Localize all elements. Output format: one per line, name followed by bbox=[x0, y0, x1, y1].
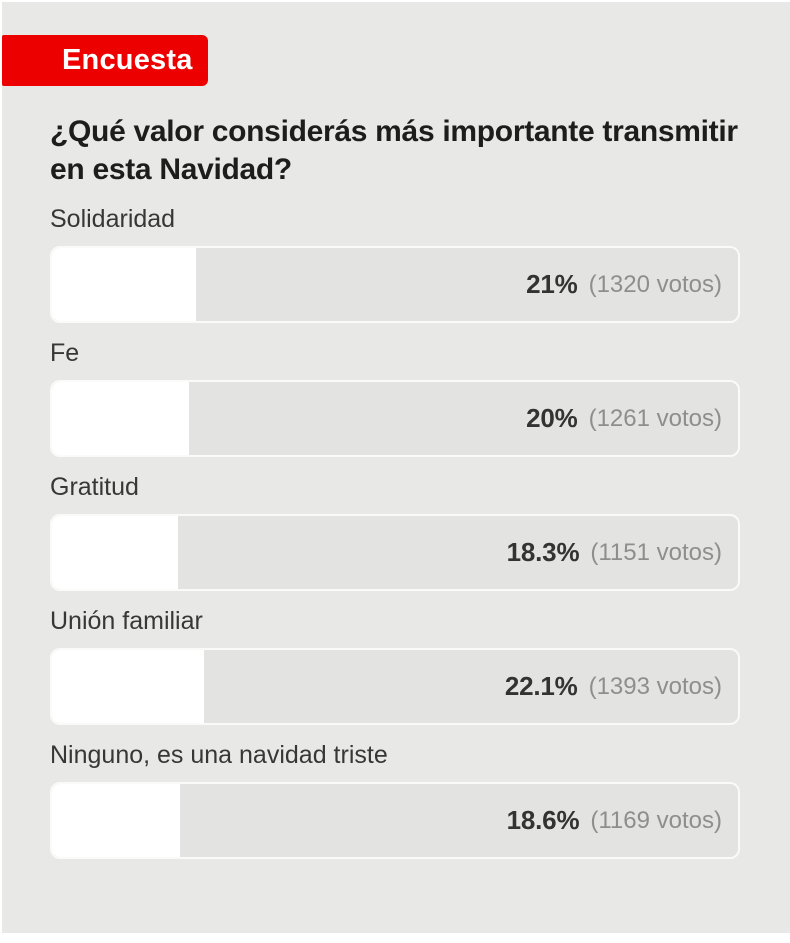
option-label: Solidaridad bbox=[50, 205, 176, 233]
option-bar-fill bbox=[52, 650, 204, 723]
option-votes: (1320 votos) bbox=[588, 270, 722, 298]
option-votes: (1393 votos) bbox=[588, 672, 722, 700]
option-votes: (1169 votos) bbox=[590, 806, 722, 834]
option-result-bar[interactable]: 22.1% (1393 votos) bbox=[50, 648, 740, 725]
poll-question: ¿Qué valor considerás más importante tra… bbox=[50, 115, 738, 186]
option-result-text: 21% (1320 votos) bbox=[526, 248, 722, 321]
option-percent: 22.1% bbox=[504, 671, 578, 701]
poll-option-row: Ninguno, es una navidad triste 18.6% (11… bbox=[50, 741, 740, 859]
option-bar-fill bbox=[52, 248, 197, 321]
option-bar-fill bbox=[52, 382, 190, 455]
option-label: Unión familiar bbox=[50, 607, 203, 635]
poll-option-row: Fe 20% (1261 votos) bbox=[50, 339, 740, 457]
poll-results-list: Solidaridad 21% (1320 votos) Fe bbox=[50, 205, 740, 859]
option-result-bar[interactable]: 18.3% (1151 votos) bbox=[50, 514, 740, 591]
option-result-text: 20% (1261 votos) bbox=[526, 382, 722, 455]
option-percent: 21% bbox=[526, 269, 578, 299]
option-result-bar[interactable]: 18.6% (1169 votos) bbox=[50, 782, 740, 859]
option-result-text: 18.3% (1151 votos) bbox=[507, 516, 722, 589]
option-result-bar[interactable]: 20% (1261 votos) bbox=[50, 380, 740, 457]
poll-option-row: Unión familiar 22.1% (1393 votos) bbox=[50, 607, 740, 725]
option-label: Gratitud bbox=[50, 473, 139, 501]
poll-option-row: Gratitud 18.3% (1151 votos) bbox=[50, 473, 740, 591]
option-label: Fe bbox=[50, 339, 80, 367]
poll-content: ¿Qué valor considerás más importante tra… bbox=[2, 113, 790, 859]
option-percent: 20% bbox=[526, 403, 578, 433]
poll-option-row: Solidaridad 21% (1320 votos) bbox=[50, 205, 740, 323]
option-bar-fill bbox=[52, 516, 178, 589]
option-result-text: 18.6% (1169 votos) bbox=[507, 784, 722, 857]
option-result-text: 22.1% (1393 votos) bbox=[505, 650, 722, 723]
encuesta-badge: Encuesta bbox=[2, 35, 208, 86]
option-votes: (1261 votos) bbox=[588, 404, 722, 432]
option-bar-fill bbox=[52, 784, 180, 857]
option-result-bar[interactable]: 21% (1320 votos) bbox=[50, 246, 740, 323]
option-percent: 18.3% bbox=[506, 537, 580, 567]
option-votes: (1151 votos) bbox=[590, 538, 722, 566]
encuesta-badge-label: Encuesta bbox=[62, 44, 193, 76]
option-label: Ninguno, es una navidad triste bbox=[50, 741, 388, 769]
option-percent: 18.6% bbox=[506, 805, 580, 835]
